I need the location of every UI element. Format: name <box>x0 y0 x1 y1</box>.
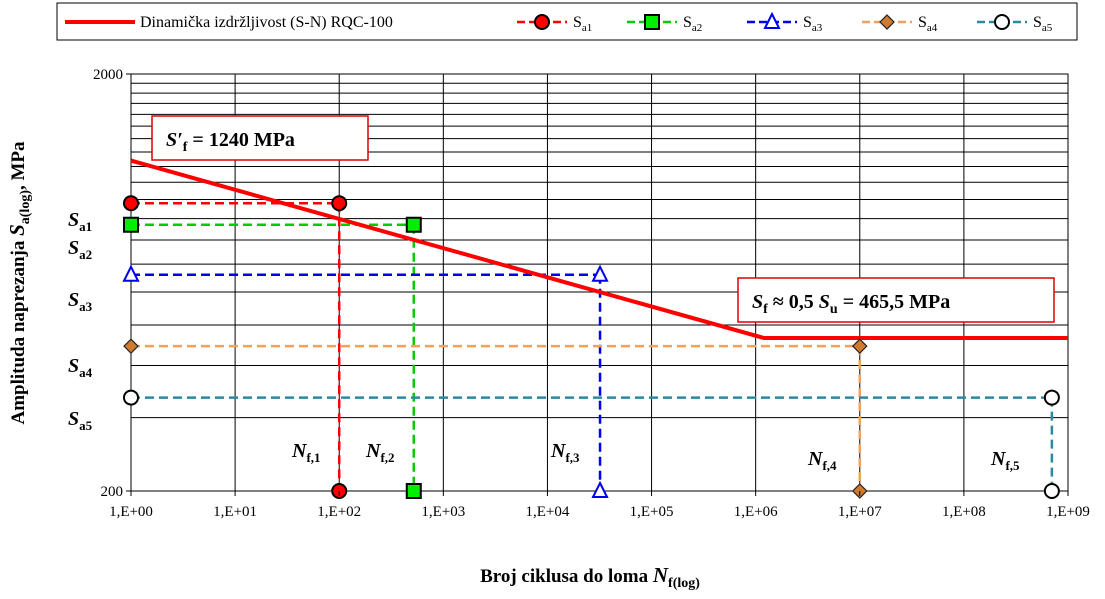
legend-marker-1 <box>534 14 550 30</box>
x-tick-label: 1,E+04 <box>526 504 570 520</box>
legend-label-4: Sa4 <box>918 14 938 34</box>
nf5-label: Nf,5 <box>990 448 1020 473</box>
nf-labels: Nf,1 Nf,2 Nf,3 Nf,4 Nf,5 <box>291 440 1020 473</box>
legend-marker-2 <box>644 14 660 30</box>
x-tick-label: 1,E+06 <box>734 504 778 520</box>
series-1-marker-axis <box>123 195 139 212</box>
svg-text:S′f = 1240 MPa: S′f = 1240 MPa <box>166 129 295 155</box>
series-4-marker-point <box>851 338 868 355</box>
series-4-marker-axis <box>123 338 139 355</box>
x-tick-label: 1,E+00 <box>109 504 153 520</box>
y-axis-ticks: 200 2000 <box>93 67 131 500</box>
sa1-label: Sa1 <box>68 209 92 234</box>
sa3-label: Sa3 <box>68 289 93 314</box>
sn-curve <box>130 158 1068 341</box>
nf3-label: Nf,3 <box>550 440 580 465</box>
legend-marker-3 <box>763 11 781 29</box>
legend-label-3: Sa3 <box>803 14 823 34</box>
series-markers <box>122 195 1060 499</box>
series-3-marker-point <box>591 264 609 282</box>
series-2-marker-base <box>405 483 422 499</box>
svg-text:Sf ≈ 0,5 Su = 465,5 MPa: Sf ≈ 0,5 Su = 465,5 MPa <box>752 291 950 317</box>
y-tick-label: 200 <box>101 484 124 500</box>
legend-label-5: Sa5 <box>1033 14 1053 34</box>
series-3-marker-base <box>591 480 609 498</box>
legend-label-1: Sa1 <box>573 14 592 34</box>
y-axis-title: Amplituda naprezanja Sa(log), MPa <box>5 141 33 425</box>
sa-labels: Sa1 Sa2 Sa3 Sa4 Sa5 <box>68 209 93 433</box>
legend-curve-label: Dinamička izdržljivost (S-N) RQC-100 <box>140 14 393 31</box>
x-tick-label: 1,E+03 <box>421 504 465 520</box>
x-tick-label: 1,E+08 <box>942 504 986 520</box>
series-5-marker-base <box>1043 483 1060 499</box>
sn-curve-line <box>130 158 1068 341</box>
x-axis-title: Broj ciklusa do loma Nf(log) <box>480 563 700 591</box>
sa2-label: Sa2 <box>68 237 92 262</box>
x-tick-label: 1,E+01 <box>213 504 257 520</box>
series-2-marker-axis <box>123 216 139 233</box>
y-tick-label: 2000 <box>93 67 123 83</box>
series-3-marker-axis <box>122 264 140 282</box>
series-2-marker-point <box>405 216 422 233</box>
legend-label-2: Sa2 <box>683 14 702 34</box>
nf1-label: Nf,1 <box>291 440 321 465</box>
sa4-label: Sa4 <box>68 355 93 380</box>
sf-limit-callout: Sf ≈ 0,5 Su = 465,5 MPa <box>737 277 1055 323</box>
sa5-label: Sa5 <box>68 408 93 433</box>
x-tick-label: 1,E+09 <box>1046 504 1090 520</box>
series-lines <box>131 201 1054 491</box>
x-axis-ticks: 1,E+00 1,E+01 1,E+02 1,E+03 1,E+04 1,E+05 1,E+… <box>109 491 1090 520</box>
x-tick-label: 1,E+07 <box>838 504 882 520</box>
legend-marker-4 <box>879 14 895 30</box>
nf4-label: Nf,4 <box>807 448 837 473</box>
series-1-marker-point <box>331 195 348 212</box>
series-5-marker-axis <box>123 389 139 406</box>
legend-marker-5 <box>994 14 1010 30</box>
nf2-label: Nf,2 <box>365 440 395 465</box>
x-tick-label: 1,E+05 <box>630 504 674 520</box>
sf-prime-callout: S′f = 1240 MPa <box>151 115 369 161</box>
series-5-marker-point <box>1043 389 1060 406</box>
legend: Dinamička izdržljivost (S-N) RQC-100 Sa1 S… <box>56 2 1078 41</box>
x-tick-label: 1,E+02 <box>317 504 361 520</box>
